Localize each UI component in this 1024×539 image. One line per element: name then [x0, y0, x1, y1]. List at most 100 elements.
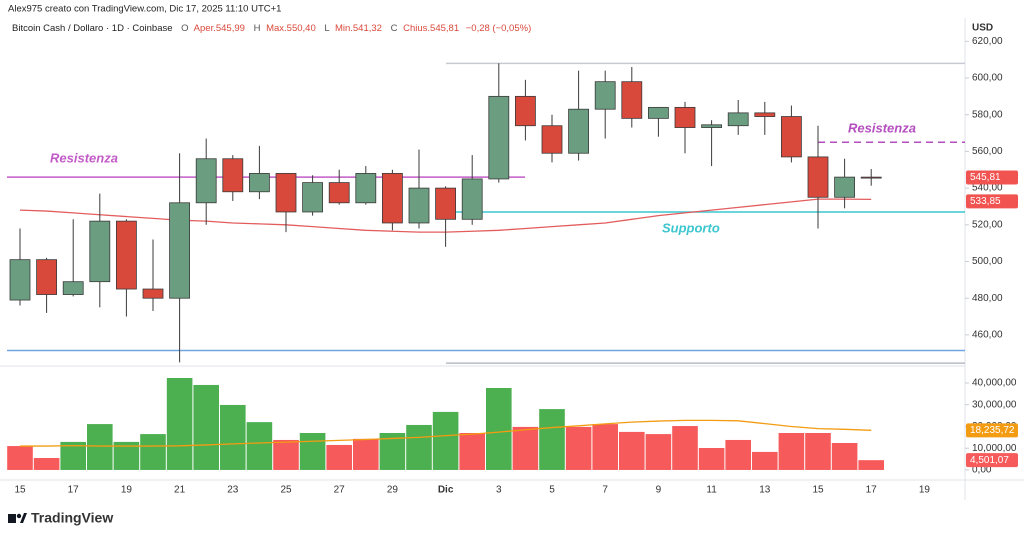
volume-bar [725, 439, 751, 470]
volume-bar [592, 424, 618, 470]
x-tick-label: 17 [866, 485, 878, 496]
volume-bar [512, 426, 539, 470]
x-tick-label: 15 [14, 485, 26, 496]
symbol: Bitcoin Cash / Dollaro · 1D · Coinbase [12, 23, 173, 34]
candle-body [727, 112, 749, 127]
volume-bar [33, 458, 60, 470]
x-tick-label: 13 [759, 485, 771, 496]
level-label: Resistenza [848, 120, 916, 135]
ohlc-key: L [324, 23, 329, 34]
brand: TradingView [31, 510, 113, 526]
candle-body [169, 202, 191, 299]
candle-body [488, 95, 510, 180]
ohlc-key: H [254, 23, 261, 34]
candle-body [36, 259, 57, 295]
volume-bar [220, 404, 246, 470]
y-tick-label: 600,00 [972, 73, 1003, 84]
price-tag [966, 194, 1018, 209]
candle-body [781, 116, 802, 158]
y-tick-label: 540,00 [972, 183, 1003, 194]
volume-bar [619, 431, 645, 470]
x-tick-label: 15 [812, 485, 824, 496]
y-tick-label: 580,00 [972, 109, 1003, 120]
candle-body [355, 173, 377, 204]
ohlc-key: C [391, 23, 398, 34]
candle-body [89, 220, 111, 283]
candle-body [754, 112, 776, 117]
volume-bar [831, 443, 858, 470]
logo-shape [8, 514, 16, 523]
y-tick-label: 460,00 [972, 330, 1003, 341]
candle-body [860, 176, 882, 179]
volume-bar [87, 424, 113, 470]
volume-bar [299, 433, 326, 470]
candle-body [568, 108, 589, 154]
price-tag [966, 170, 1018, 185]
candle-body [381, 173, 403, 224]
y-tick-label: 500,00 [972, 256, 1003, 267]
candle-body [142, 288, 164, 299]
volume-bar [326, 444, 352, 470]
x-tick-label: 25 [280, 485, 292, 496]
price-tag-label: 545,81 [970, 172, 1001, 183]
volume-bar [565, 426, 592, 470]
candle-body [701, 124, 722, 128]
x-tick-label: 7 [602, 485, 608, 496]
ohlc-value: Chius.545,81 [403, 23, 459, 34]
y-tick-label: 480,00 [972, 293, 1003, 304]
x-tick-label: 17 [68, 485, 80, 496]
price-tag [966, 453, 1018, 468]
brand-logo: TradingView [8, 510, 113, 526]
volume-bar [539, 409, 565, 470]
volume-bar [406, 424, 432, 470]
logo-shape [20, 513, 27, 523]
ohlc-value: Max.550,40 [266, 23, 316, 34]
x-tick-label: 21 [174, 485, 186, 496]
ohlc-legend: Bitcoin Cash / Dollaro · 1D · Coinbase O… [12, 23, 531, 34]
volume-bar [432, 411, 459, 470]
volume-bar [273, 439, 299, 470]
level-label: Supporto [662, 220, 720, 235]
candle-body [674, 106, 696, 128]
candle-body [248, 173, 270, 193]
candle-body [408, 187, 430, 224]
candle-body [541, 125, 563, 154]
x-tick-label: 27 [334, 485, 346, 496]
volume-bar [353, 438, 379, 470]
y-tick-label: 10,000,00 [972, 443, 1017, 454]
ohlc-value: Aper.545,99 [194, 23, 245, 34]
x-tick-label: 5 [549, 485, 555, 496]
y-tick-label: 520,00 [972, 219, 1003, 230]
candle-body [621, 81, 643, 119]
volume-bar [778, 433, 805, 470]
candle-body [9, 259, 31, 301]
candle-body [195, 158, 217, 204]
volume-bar [752, 451, 778, 470]
volume-bar [672, 426, 698, 470]
volume-bar [246, 422, 273, 470]
y-tick-label: 40,000,00 [972, 378, 1017, 389]
candle-body [515, 95, 536, 127]
y-tick-label: 560,00 [972, 146, 1003, 157]
y-tick-label: 620,00 [972, 36, 1003, 47]
x-tick-label: 19 [919, 485, 931, 496]
candle-body [435, 187, 457, 220]
ohlc-key: O [181, 23, 188, 34]
candle-body [62, 281, 84, 295]
x-tick-label: 3 [496, 485, 502, 496]
x-tick-label: 23 [227, 485, 239, 496]
volume-bar [645, 434, 672, 470]
price-tag-label: 533,85 [970, 196, 1001, 207]
x-tick-label: 29 [387, 485, 399, 496]
level-label: Resistenza [50, 150, 118, 165]
volume-bar [459, 433, 485, 470]
x-tick-label: 9 [656, 485, 662, 496]
candle-body [275, 173, 297, 213]
ohlc-value: Min.541,32 [335, 23, 382, 34]
candle-body [594, 81, 616, 110]
candle-body [648, 106, 669, 119]
candle-body [461, 178, 483, 220]
price-tag [966, 423, 1018, 438]
change: −0,28 (−0,05%) [466, 23, 532, 34]
